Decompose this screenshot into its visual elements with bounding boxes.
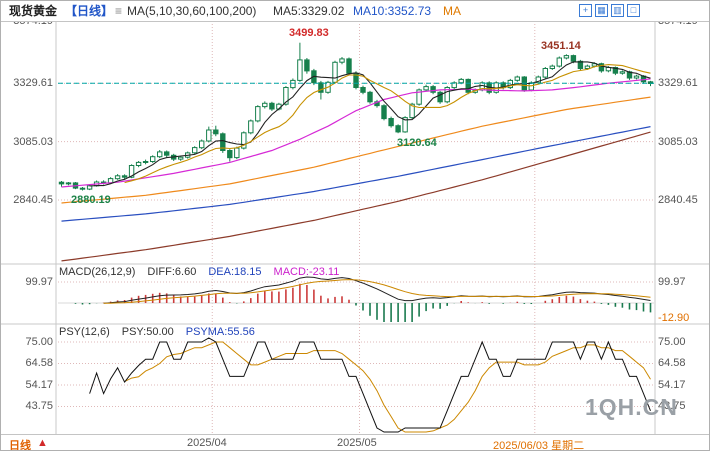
period-up-arrow-icon[interactable]: ▲ — [37, 437, 48, 449]
psy-tick-right-1: 75.00 — [658, 336, 686, 348]
psy-value: PSY:50.00 — [121, 326, 174, 338]
psy-tick-left-4: 43.75 — [25, 400, 53, 412]
macd-macd-value: MACD:-23.11 — [273, 266, 340, 278]
macd-title: MACD(26,12,9) — [59, 266, 136, 278]
x-tick-april: 2025/04 — [187, 437, 227, 449]
x-tick-current-date: 2025/06/03 星期二 — [493, 440, 585, 451]
annotation-left-low: 2880.19 — [71, 194, 111, 206]
psy-tick-right-3: 54.17 — [658, 379, 686, 391]
psy-tick-left-2: 64.58 — [25, 357, 53, 369]
annotation-second-high: 3451.14 — [541, 40, 581, 52]
macd-diff-value: DIFF:6.60 — [147, 266, 197, 278]
annotation-high: 3499.83 — [289, 27, 329, 39]
macd-tick-left: 99.97 — [25, 276, 53, 288]
macd-last-value: -12.90 — [658, 312, 690, 324]
psy-tick-right-2: 64.58 — [658, 357, 686, 369]
split-view-icon[interactable]: ▥ — [611, 4, 624, 17]
price-tick-right-2: 3329.61 — [658, 77, 698, 89]
indicator-menu-icon[interactable]: ≡ — [115, 4, 123, 18]
price-tick-right-4: 2840.45 — [658, 194, 698, 206]
site-watermark: 1QH.CN — [585, 394, 678, 420]
ma-settings-label: MA(5,10,30,60,100,200) — [127, 4, 257, 18]
grid-view-icon[interactable]: ▦ — [595, 4, 608, 17]
macd-dea-value: DEA:18.15 — [208, 266, 262, 278]
ma10-value: MA10:3352.73 — [353, 4, 432, 18]
x-tick-may: 2025/05 — [337, 437, 377, 449]
psy-title: PSY(12,6) — [59, 326, 110, 338]
psy-tick-left-1: 75.00 — [25, 336, 53, 348]
ma5-value: MA5:3329.02 — [273, 4, 345, 18]
time-axis-bar: 日线 ▲ 2025/04 2025/05 2025/06/03 星期二 — [1, 434, 709, 451]
header-toolbar: + ▦ ▥ □ — [579, 4, 640, 17]
chart-header: 现货黄金 【日线】 ≡ MA(5,10,30,60,100,200) MA5:3… — [1, 1, 709, 22]
price-tick-right-3: 3085.03 — [658, 136, 698, 148]
macd-indicator-row: MACD(26,12,9) DIFF:6.60 DEA:18.15 MACD:-… — [59, 266, 339, 279]
macd-tick-right: 99.97 — [658, 276, 686, 288]
crosshair-icon[interactable]: + — [579, 4, 592, 17]
psyma-value: PSYMA:55.56 — [185, 326, 255, 338]
symbol-name: 现货黄金 — [9, 4, 58, 18]
price-tick-left-3: 3085.03 — [13, 136, 53, 148]
psy-tick-right-4: 43.75 — [658, 400, 686, 412]
price-tick-left-2: 3329.61 — [13, 77, 53, 89]
fullscreen-icon[interactable]: □ — [627, 4, 640, 17]
ma-extra-value: MA — [443, 4, 461, 18]
footer-period-label[interactable]: 日线 — [9, 440, 31, 451]
chart-plot-area[interactable] — [56, 21, 655, 434]
price-tick-left-4: 2840.45 — [13, 194, 53, 206]
psy-tick-left-3: 54.17 — [25, 379, 53, 391]
psy-indicator-row: PSY(12,6) PSY:50.00 PSYMA:55.56 — [59, 326, 255, 339]
annotation-low: 3120.64 — [397, 137, 437, 149]
period-label[interactable]: 【日线】 — [65, 4, 114, 18]
